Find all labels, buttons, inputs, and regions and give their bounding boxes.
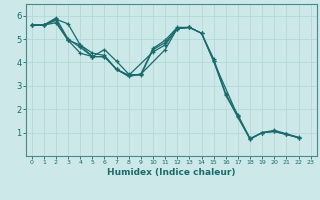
X-axis label: Humidex (Indice chaleur): Humidex (Indice chaleur)	[107, 168, 236, 177]
